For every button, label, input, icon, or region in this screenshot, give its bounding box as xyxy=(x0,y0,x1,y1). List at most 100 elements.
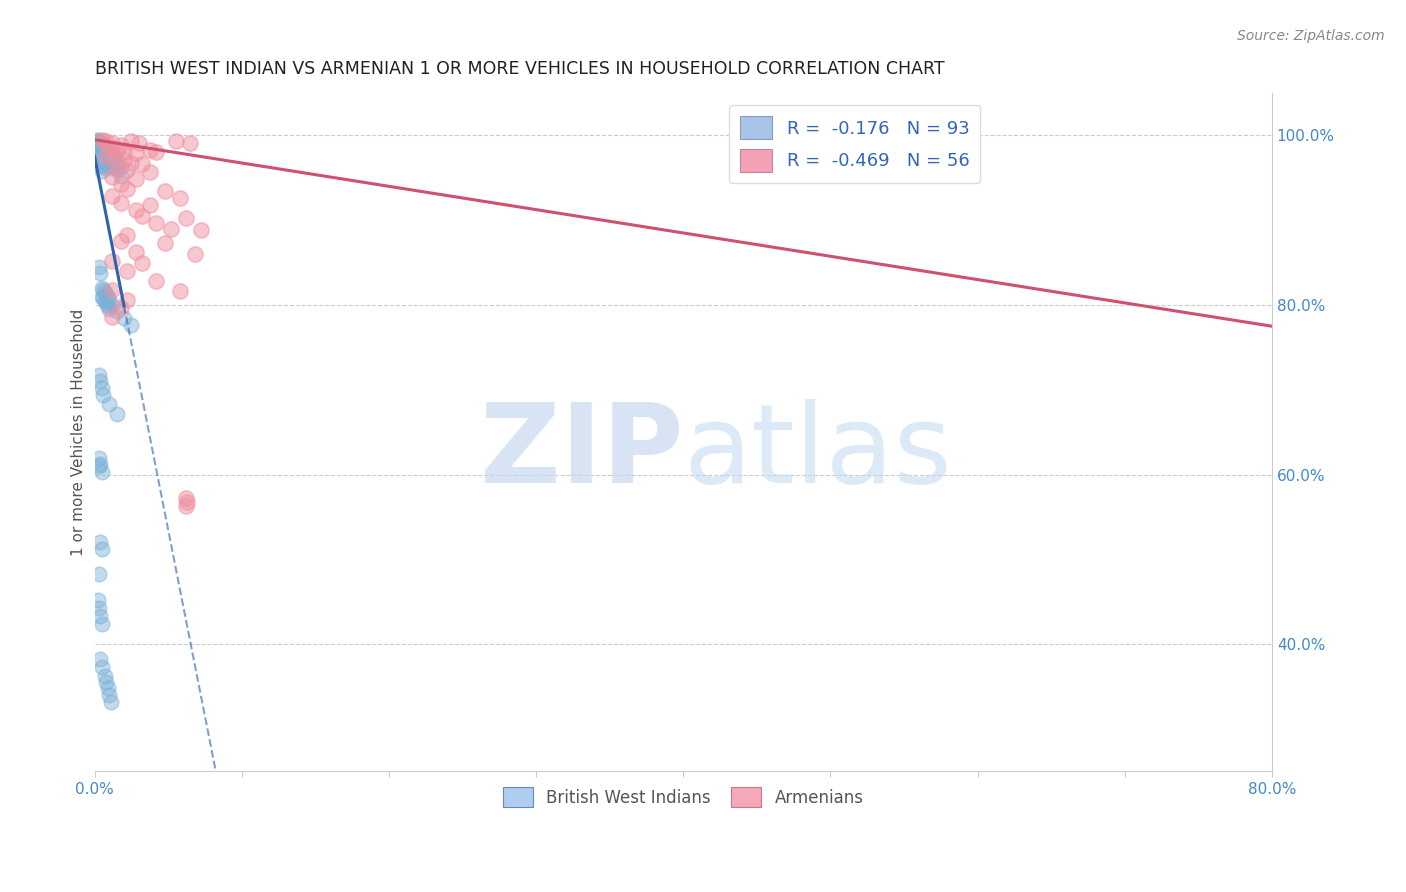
Point xyxy=(101,136,124,150)
Point xyxy=(93,144,115,158)
Point xyxy=(97,290,120,304)
Point xyxy=(101,156,124,170)
Point xyxy=(87,450,110,465)
Point xyxy=(87,135,110,149)
Point xyxy=(98,152,121,166)
Point xyxy=(96,150,118,164)
Point xyxy=(105,304,128,318)
Point xyxy=(103,159,125,173)
Point xyxy=(139,198,162,212)
Point xyxy=(96,288,118,302)
Point xyxy=(100,145,122,160)
Point xyxy=(86,593,108,607)
Point xyxy=(86,133,108,147)
Point xyxy=(97,142,120,156)
Point xyxy=(125,202,148,217)
Point xyxy=(96,154,118,169)
Point xyxy=(145,274,167,288)
Point xyxy=(87,600,110,615)
Point xyxy=(96,296,118,310)
Text: Source: ZipAtlas.com: Source: ZipAtlas.com xyxy=(1237,29,1385,43)
Point xyxy=(89,266,111,280)
Point xyxy=(86,145,108,160)
Point xyxy=(90,142,112,156)
Point xyxy=(120,155,142,169)
Point xyxy=(98,141,121,155)
Point xyxy=(86,138,108,153)
Point xyxy=(93,152,115,166)
Point xyxy=(90,660,112,674)
Point xyxy=(128,136,150,150)
Point xyxy=(89,458,111,472)
Point xyxy=(131,157,153,171)
Point xyxy=(90,542,112,557)
Point xyxy=(131,255,153,269)
Point xyxy=(89,535,111,549)
Point xyxy=(125,245,148,260)
Point xyxy=(101,169,124,184)
Point xyxy=(105,161,128,176)
Point xyxy=(174,499,197,513)
Text: atlas: atlas xyxy=(683,399,952,506)
Point xyxy=(96,134,118,148)
Point xyxy=(110,137,132,152)
Point xyxy=(93,136,115,151)
Point xyxy=(120,134,142,148)
Point xyxy=(93,388,115,402)
Point xyxy=(174,211,197,225)
Point xyxy=(176,494,198,508)
Point xyxy=(115,228,138,243)
Point xyxy=(96,675,118,690)
Point xyxy=(98,144,121,158)
Point xyxy=(87,368,110,382)
Point xyxy=(155,184,177,198)
Point xyxy=(110,235,132,249)
Point xyxy=(87,141,110,155)
Point xyxy=(125,171,148,186)
Legend: British West Indians, Armenians: British West Indians, Armenians xyxy=(496,780,870,814)
Point xyxy=(105,153,128,168)
Point xyxy=(105,407,128,421)
Point xyxy=(110,160,132,174)
Point xyxy=(93,159,115,173)
Point xyxy=(101,148,124,162)
Point xyxy=(155,236,177,251)
Point xyxy=(94,153,117,167)
Point xyxy=(110,169,132,183)
Point xyxy=(100,695,122,709)
Point xyxy=(110,301,132,316)
Point xyxy=(94,293,117,308)
Point xyxy=(101,189,124,203)
Point xyxy=(179,136,201,150)
Point xyxy=(139,143,162,157)
Point xyxy=(169,285,191,299)
Point xyxy=(115,264,138,278)
Point xyxy=(101,254,124,268)
Point xyxy=(89,651,111,665)
Point xyxy=(94,161,117,175)
Point xyxy=(174,491,197,505)
Point xyxy=(90,133,112,147)
Y-axis label: 1 or more Vehicles in Household: 1 or more Vehicles in Household xyxy=(72,309,86,556)
Point xyxy=(84,141,107,155)
Point xyxy=(104,152,127,166)
Point xyxy=(94,285,117,300)
Point xyxy=(90,156,112,170)
Point xyxy=(94,145,117,160)
Point xyxy=(89,609,111,624)
Point xyxy=(112,153,135,167)
Point xyxy=(112,310,135,325)
Point xyxy=(89,140,111,154)
Point xyxy=(90,150,112,164)
Point xyxy=(97,150,120,164)
Point xyxy=(93,291,115,305)
Point xyxy=(110,177,132,191)
Point xyxy=(90,465,112,479)
Point xyxy=(145,216,167,230)
Point xyxy=(115,163,138,178)
Point xyxy=(101,298,124,312)
Point xyxy=(97,681,120,696)
Text: ZIP: ZIP xyxy=(479,399,683,506)
Point xyxy=(89,375,111,389)
Point xyxy=(105,143,128,157)
